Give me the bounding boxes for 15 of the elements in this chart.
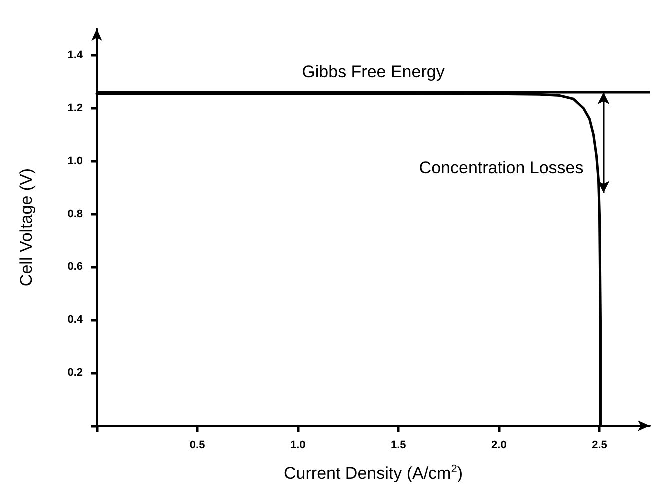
y-tick-label: 0.2 [68,367,83,380]
y-tick-label: 0.4 [68,314,84,326]
x-tick-label: 2.5 [592,440,608,452]
x-tick-label: 1.0 [290,440,306,452]
y-tick-label: 0.6 [68,261,83,274]
y-tick-label: 1.2 [68,102,83,114]
x-tick-label: 1.5 [390,440,406,452]
y-tick-label: 1.0 [68,155,83,168]
y-axis-title: Cell Voltage (V) [17,168,36,287]
y-tick-label: 0.8 [68,208,83,220]
annotation: Concentration Losses [419,158,584,178]
y-tick-label: 1.4 [68,49,84,62]
x-tick-label: 0.5 [190,440,206,452]
ref-line-label: Gibbs Free Energy [302,62,446,82]
x-tick-label: 2.0 [492,440,507,452]
